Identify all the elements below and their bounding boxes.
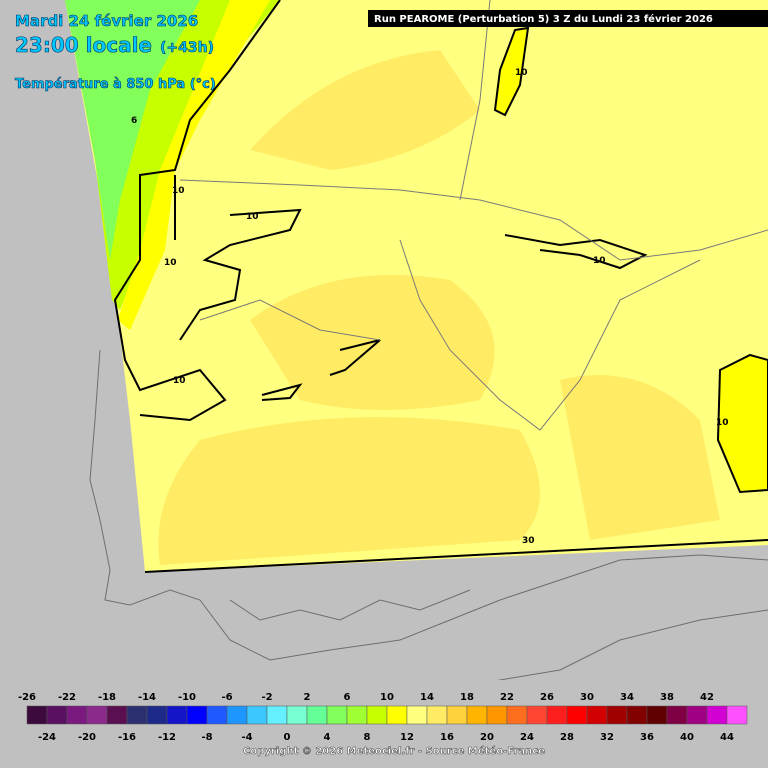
legend-swatch [366, 705, 388, 725]
legend-swatch [266, 705, 288, 725]
contour-label: 10 [515, 68, 528, 78]
legend-label: 12 [400, 732, 414, 743]
legend-label: -2 [261, 692, 272, 703]
contour-label: 10 [172, 186, 185, 196]
legend-label: -12 [158, 732, 176, 743]
field-name: Température à 850 hPa (°c) [15, 77, 216, 92]
date: Mardi 24 février 2026 [15, 12, 198, 30]
contour-label: 10 [593, 256, 606, 266]
legend-swatch [546, 705, 568, 725]
legend-label: 6 [344, 692, 351, 703]
legend-swatch [86, 705, 108, 725]
legend-label: 38 [660, 692, 674, 703]
legend-swatch [226, 705, 248, 725]
legend-swatch [466, 705, 488, 725]
legend-label: 40 [680, 732, 694, 743]
contour-label: 10 [716, 418, 729, 428]
legend: -26 -22 -18 -14 -10 -6 -2 2 6 10 14 18 22 26 30 34 38 42-… [18, 692, 748, 743]
legend-label: 36 [640, 732, 654, 743]
legend-swatch [26, 705, 48, 725]
legend-label: -26 [18, 692, 36, 703]
run-info: Run PEAROME (Perturbation 5) 3 Z du Lund… [374, 13, 713, 25]
legend-swatch [446, 705, 468, 725]
legend-label: 2 [304, 692, 311, 703]
time: 23:00 locale [15, 33, 152, 57]
legend-label: 34 [620, 692, 634, 703]
legend-swatch [606, 705, 628, 725]
run-banner [368, 10, 768, 27]
legend-label: -10 [178, 692, 196, 703]
legend-swatch [286, 705, 308, 725]
copyright: Copyright © 2026 Meteociel.fr - Source M… [243, 745, 545, 757]
legend-label: 30 [580, 692, 594, 703]
contour-label: 10 [164, 258, 177, 268]
legend-label: 20 [480, 732, 494, 743]
legend-swatch [526, 705, 548, 725]
legend-label: 0 [284, 732, 291, 743]
borders [179, 0, 768, 431]
contour-label: 10 [173, 376, 186, 386]
legend-swatch [486, 705, 508, 725]
legend-label: 44 [720, 732, 734, 743]
legend-swatch [686, 705, 708, 725]
legend-swatch [186, 705, 208, 725]
legend-swatch [106, 705, 128, 725]
contour-label: 30 [522, 536, 535, 546]
legend-label: 26 [540, 692, 554, 703]
legend-label: 24 [520, 732, 534, 743]
legend-label: 16 [440, 732, 454, 743]
legend-swatch [666, 705, 688, 725]
legend-swatch [246, 705, 268, 725]
lead-time: (+43h) [160, 40, 214, 56]
green-zone [65, 0, 200, 260]
legend-label: -16 [118, 732, 136, 743]
legend-label: -14 [138, 692, 156, 703]
legend-swatch [386, 705, 408, 725]
legend-label: -6 [221, 692, 232, 703]
legend-label: 22 [500, 692, 514, 703]
legend-swatch [166, 705, 188, 725]
legend-label: -22 [58, 692, 76, 703]
legend-swatch [326, 705, 348, 725]
legend-label: -20 [78, 732, 96, 743]
legend-label: 28 [560, 732, 574, 743]
legend-swatch [586, 705, 608, 725]
legend-label: 42 [700, 692, 714, 703]
contour-area [493, 26, 530, 117]
legend-label: 18 [460, 692, 474, 703]
legend-swatch [206, 705, 228, 725]
contour-area [716, 353, 768, 494]
legend-label: 4 [324, 732, 331, 743]
contours [113, 0, 768, 573]
legend-swatch [146, 705, 168, 725]
legend-label: -8 [201, 732, 212, 743]
contour-labels: 6 10 10 10 10 10 10 10 30 [131, 68, 729, 546]
contour-label: 10 [246, 212, 259, 222]
legend-swatch [566, 705, 588, 725]
legend-label: -4 [241, 732, 252, 743]
legend-swatch [66, 705, 88, 725]
legend-swatch [346, 705, 368, 725]
legend-label: -18 [98, 692, 116, 703]
legend-swatch [46, 705, 68, 725]
legend-label: 32 [600, 732, 614, 743]
legend-swatch [126, 705, 148, 725]
legend-swatch [426, 705, 448, 725]
legend-swatch [626, 705, 648, 725]
contour-label: 6 [131, 116, 137, 126]
legend-swatch [406, 705, 428, 725]
legend-label: 14 [420, 692, 434, 703]
legend-swatch [706, 705, 728, 725]
legend-swatch [506, 705, 528, 725]
legend-label: 10 [380, 692, 394, 703]
legend-label: 8 [364, 732, 371, 743]
legend-label: -24 [38, 732, 56, 743]
legend-swatch [726, 705, 748, 725]
legend-swatch [306, 705, 328, 725]
zone [118, 0, 270, 330]
legend-swatch [646, 705, 668, 725]
